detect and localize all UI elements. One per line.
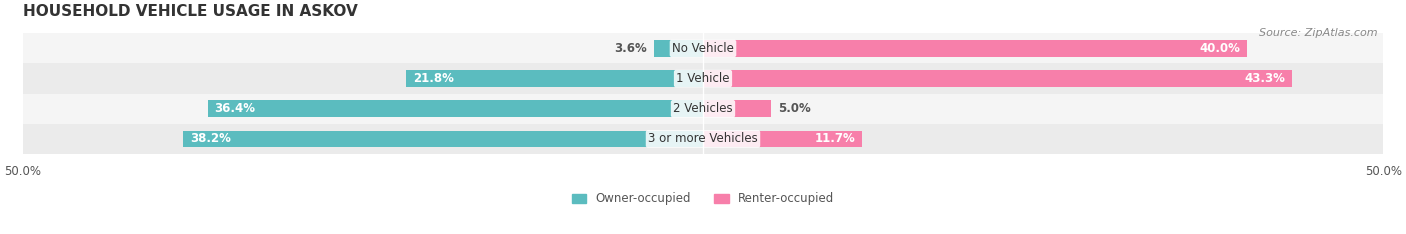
Text: 40.0%: 40.0% <box>1199 42 1240 55</box>
Bar <box>703 131 862 147</box>
Bar <box>183 131 703 147</box>
Text: 1 Vehicle: 1 Vehicle <box>676 72 730 85</box>
Legend: Owner-occupied, Renter-occupied: Owner-occupied, Renter-occupied <box>567 187 839 210</box>
Text: 38.2%: 38.2% <box>190 132 231 146</box>
Bar <box>22 63 1384 94</box>
Bar <box>654 40 703 57</box>
Text: 5.0%: 5.0% <box>778 102 811 115</box>
Text: 2 Vehicles: 2 Vehicles <box>673 102 733 115</box>
Bar <box>22 33 1384 63</box>
Text: 21.8%: 21.8% <box>413 72 454 85</box>
Text: 11.7%: 11.7% <box>814 132 855 146</box>
Bar <box>22 124 1384 154</box>
Bar <box>703 100 770 117</box>
Bar <box>406 70 703 87</box>
Bar <box>22 94 1384 124</box>
Text: 3.6%: 3.6% <box>614 42 647 55</box>
Bar <box>703 40 1247 57</box>
Text: 43.3%: 43.3% <box>1244 72 1285 85</box>
Text: Source: ZipAtlas.com: Source: ZipAtlas.com <box>1260 28 1378 38</box>
Text: HOUSEHOLD VEHICLE USAGE IN ASKOV: HOUSEHOLD VEHICLE USAGE IN ASKOV <box>22 4 357 19</box>
Text: 3 or more Vehicles: 3 or more Vehicles <box>648 132 758 146</box>
Bar <box>703 70 1292 87</box>
Text: No Vehicle: No Vehicle <box>672 42 734 55</box>
Bar <box>208 100 703 117</box>
Text: 36.4%: 36.4% <box>215 102 256 115</box>
